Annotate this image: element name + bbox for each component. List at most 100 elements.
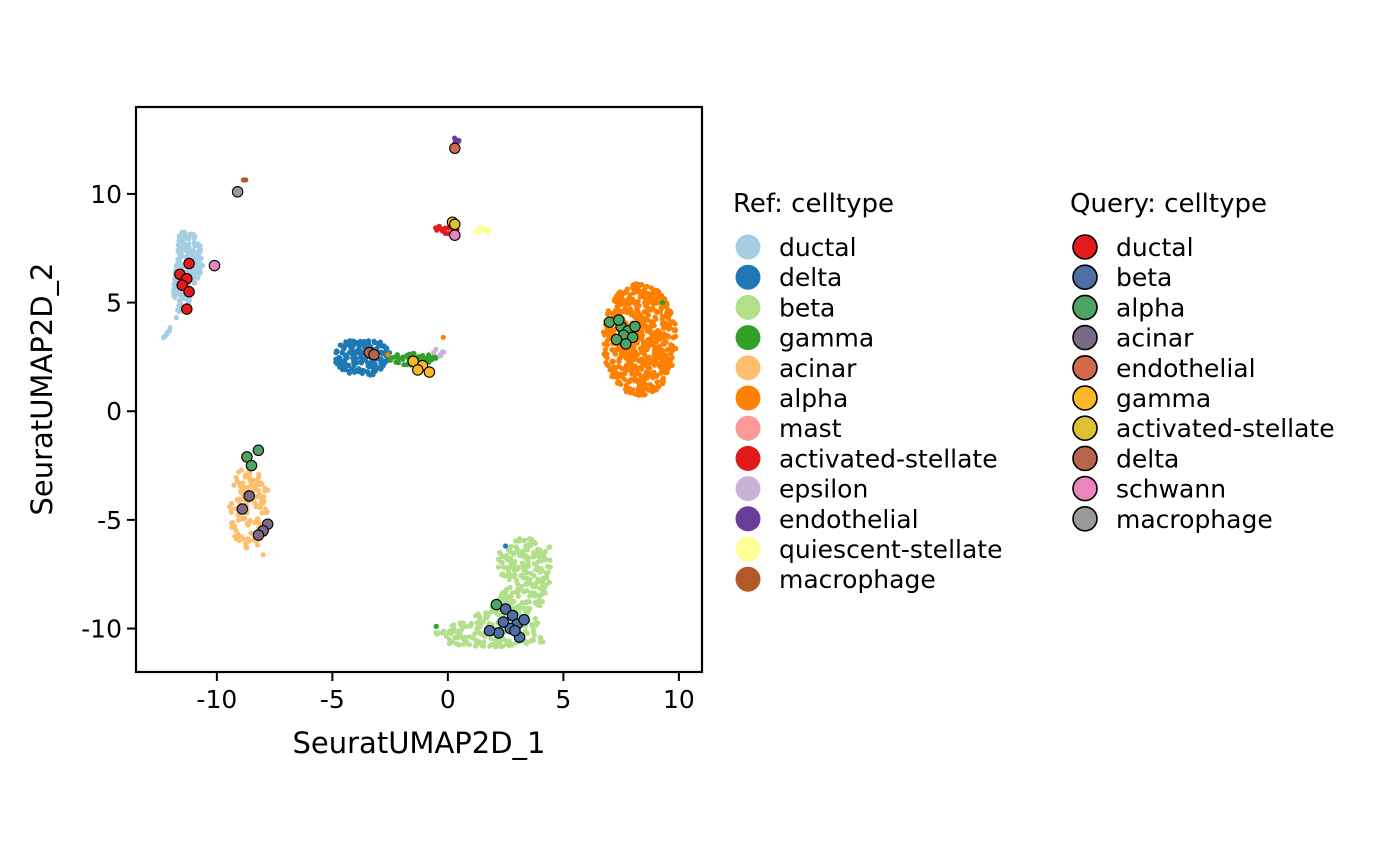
ref-point-alpha — [602, 346, 609, 353]
query-point-beta — [499, 603, 512, 615]
query-point-ductal — [176, 279, 188, 291]
ref-point-beta — [503, 555, 509, 561]
ref-point-beta — [512, 559, 518, 565]
ref-point-beta — [532, 616, 538, 622]
ref-point-beta — [535, 546, 541, 552]
ref-point-beta — [520, 572, 526, 578]
ref-point-alpha — [603, 330, 609, 336]
ref-point-ductal — [186, 235, 192, 241]
ref-point-alpha — [618, 348, 624, 354]
query-points — [174, 142, 641, 643]
ref-point-beta — [460, 641, 466, 647]
ref-legend-key — [735, 385, 761, 411]
ref-point-alpha — [646, 294, 653, 300]
ref-point-acinar — [238, 488, 244, 494]
ref-point-alpha — [613, 293, 620, 299]
plot-points — [160, 135, 679, 650]
ref-point-alpha — [648, 319, 655, 325]
ref-point-beta — [536, 597, 542, 604]
ref-legend-title: Ref: celltype — [733, 189, 894, 219]
ref-legend-key — [735, 566, 761, 592]
ref-legend-key — [735, 325, 761, 351]
ref-point-alpha — [619, 374, 626, 380]
ref-legend-key — [735, 234, 761, 260]
ref-legend-label: gamma — [779, 324, 874, 353]
ref-point-alpha — [630, 387, 636, 393]
ref-legend-key — [735, 536, 761, 562]
ref-point-acinar — [230, 519, 236, 526]
ref-point-alpha — [639, 366, 645, 372]
ref-point-delta — [362, 356, 368, 363]
query-legend-label: delta — [1116, 444, 1179, 473]
ref-points — [160, 135, 679, 650]
ref-point-alpha — [612, 369, 618, 375]
ref-point-alpha — [653, 308, 659, 314]
query-point-delta — [368, 348, 380, 361]
ref-point-epsilon — [433, 346, 439, 352]
ref-point-delta — [353, 367, 359, 373]
ref-point-alpha — [618, 289, 625, 295]
ref-point-beta — [545, 569, 551, 575]
ref-point-alpha — [640, 341, 647, 347]
ref-point-alpha — [653, 332, 659, 338]
ref-legend-label: mast — [779, 414, 842, 443]
ref-point-alpha — [604, 311, 611, 317]
ref-point-alpha — [635, 365, 641, 371]
x-tick-label: -10 — [196, 685, 237, 714]
ref-point-alpha — [640, 316, 646, 322]
ref-point-ductal — [185, 297, 191, 304]
ref-point-alpha — [656, 300, 662, 306]
ref-point-gamma — [395, 360, 401, 366]
ref-point-beta — [501, 564, 507, 571]
ref-legend-label: acinar — [779, 354, 857, 383]
ref-point-ductal — [196, 257, 203, 263]
ref-legend-key — [735, 294, 761, 320]
ref-point-beta — [506, 638, 512, 644]
ref-point-beta — [486, 620, 492, 627]
query-point-schwann — [208, 259, 221, 272]
query-point-beta — [518, 614, 530, 626]
ref-point-activated-stellate — [440, 226, 446, 232]
ref-point-alpha — [636, 371, 642, 377]
ref-point-alpha — [604, 337, 611, 344]
ref-point-beta — [547, 544, 553, 550]
ref-point-ductal — [164, 329, 170, 335]
ref-point-acinar — [256, 471, 262, 477]
ref-point-alpha — [634, 351, 640, 357]
ref-point-delta — [378, 366, 384, 372]
query-legend-label: alpha — [1116, 293, 1185, 322]
ref-point-delta — [351, 362, 357, 368]
ref-point-beta — [512, 572, 518, 579]
ref-point-alpha — [640, 324, 646, 330]
ref-point-alpha — [637, 289, 643, 295]
ref-point-ductal — [171, 292, 177, 298]
ref-point-acinar — [262, 506, 268, 512]
ref-legend-label: delta — [779, 263, 842, 292]
ref-point-epsilon — [441, 349, 447, 355]
ref-point-beta — [474, 625, 480, 632]
ref-point-ductal — [194, 241, 200, 247]
ref-point-alpha — [632, 313, 638, 319]
ref-point-beta — [497, 640, 503, 646]
ref-point-alpha — [665, 346, 671, 352]
ref-point-gamma — [387, 356, 394, 362]
ref-point-gamma — [660, 300, 666, 306]
query-point-acinar — [236, 503, 249, 515]
ref-point-ductal — [178, 301, 184, 307]
ref-point-delta — [365, 363, 371, 369]
query-legend: Query: celltype ductalbetaalphaacinarend… — [1070, 189, 1335, 534]
ref-point-alpha — [666, 326, 672, 332]
ref-point-delta — [365, 338, 372, 344]
ref-point-alpha — [643, 383, 649, 389]
ref-point-beta — [537, 585, 543, 591]
ref-point-beta — [458, 621, 464, 627]
ref-point-acinar — [242, 474, 248, 480]
ref-point-acinar — [239, 496, 245, 503]
ref-point-alpha — [671, 327, 677, 333]
ref-point-alpha — [649, 335, 656, 341]
ref-point-alpha — [660, 381, 666, 387]
ref-point-beta — [531, 632, 537, 638]
ref-point-acinar — [226, 504, 233, 510]
query-legend-key — [1072, 294, 1098, 321]
ref-point-alpha — [632, 301, 638, 307]
